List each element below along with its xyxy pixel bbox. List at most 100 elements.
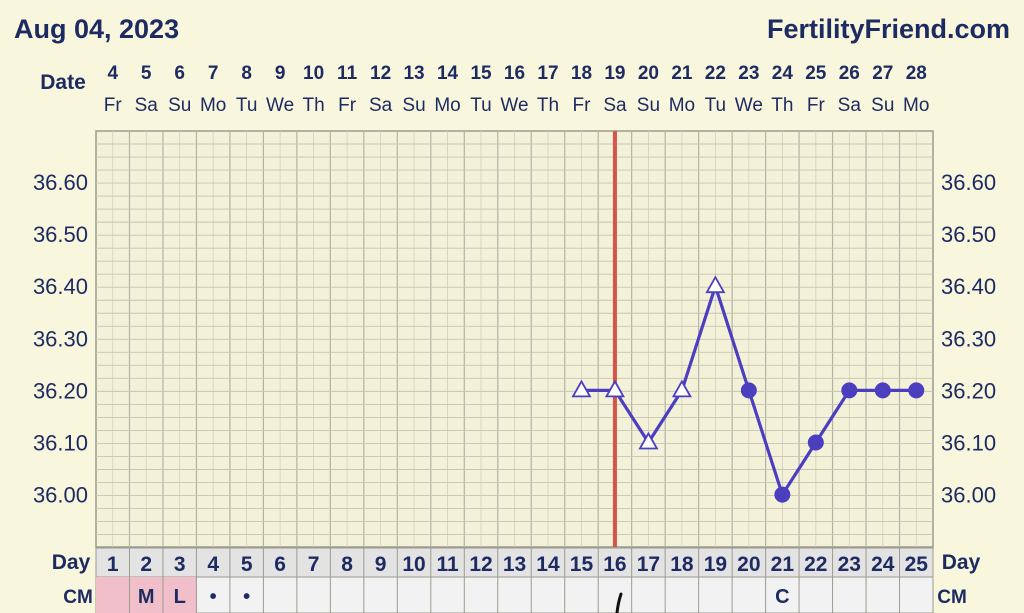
date-tick-label: 7: [208, 63, 219, 84]
y-tick-label-right: 36.60: [941, 170, 996, 195]
weekday-tick-label: Sa: [135, 95, 159, 116]
weekday-tick-label: Fr: [104, 95, 123, 116]
cycle-day-label: 24: [871, 553, 895, 576]
cycle-day-label: 23: [838, 553, 861, 576]
weekday-tick-label: Fr: [572, 95, 591, 116]
cycle-day-label: 13: [503, 553, 526, 576]
temperature-point: [740, 382, 757, 399]
weekday-tick-label: Sa: [838, 95, 862, 116]
date-tick-label: 15: [470, 63, 492, 84]
cycle-day-label: 12: [469, 553, 492, 576]
cycle-day-label: 17: [637, 553, 660, 576]
day-row-label-right: Day: [942, 551, 981, 574]
date-tick-label: 27: [872, 63, 893, 84]
y-tick-label-right: 36.50: [941, 222, 996, 247]
date-tick-label: 24: [772, 63, 794, 84]
chart-date: Aug 04, 2023: [14, 14, 179, 44]
cm-value: •: [243, 586, 250, 608]
y-tick-label-right: 36.00: [941, 483, 996, 508]
cycle-day-label: 4: [207, 553, 219, 576]
weekday-tick-label: Su: [402, 95, 425, 116]
handwritten-mark: [615, 592, 623, 613]
date-tick-label: 18: [571, 63, 592, 84]
weekday-tick-label: Mo: [434, 95, 460, 116]
weekday-tick-label: We: [500, 95, 528, 116]
y-tick-label-right: 36.40: [941, 274, 996, 299]
date-tick-label: 28: [906, 63, 927, 84]
temperature-series: [571, 275, 925, 503]
cycle-day-label: 10: [402, 553, 425, 576]
cycle-day-label: 20: [737, 553, 760, 576]
cycle-day-label: 6: [274, 553, 286, 576]
weekday-tick-label: Th: [537, 95, 559, 116]
weekday-tick-label: Tu: [705, 95, 726, 116]
cm-row-band: [95, 576, 934, 613]
cycle-day-label: 19: [704, 553, 727, 576]
weekday-tick-label: Mo: [200, 95, 226, 116]
temperature-point: [604, 379, 625, 398]
cycle-day-label: 8: [341, 553, 353, 576]
cycle-day-label: 15: [570, 553, 594, 576]
weekday-tick-label: Fr: [338, 95, 357, 116]
date-tick-label: 10: [303, 63, 324, 84]
date-tick-label: 6: [174, 63, 185, 84]
temperature-point: [671, 379, 692, 398]
weekday-tick-label: Sa: [369, 95, 393, 116]
date-tick-label: 4: [107, 63, 118, 84]
temperature-point: [571, 379, 592, 398]
cm-row-label: CM: [63, 587, 93, 608]
y-tick-label-right: 36.10: [941, 431, 996, 456]
date-tick-label: 8: [241, 63, 252, 84]
cm-value: C: [775, 586, 789, 608]
cycle-day-label: 5: [241, 553, 253, 576]
date-tick-label: 5: [141, 63, 152, 84]
weekday-tick-label: We: [266, 95, 294, 116]
cycle-day-label: 25: [905, 553, 929, 576]
cycle-day-label: 7: [308, 553, 320, 576]
y-tick-label: 36.20: [33, 378, 88, 403]
weekday-tick-label: Tu: [236, 95, 257, 116]
temperature-point: [774, 486, 791, 503]
menstruation-cell: [162, 577, 197, 613]
cycle-day-label: 16: [603, 553, 626, 576]
date-tick-label: 21: [671, 63, 693, 84]
cycle-day-label: 3: [174, 553, 186, 576]
date-tick-label: 11: [337, 63, 358, 84]
y-tick-label-right: 36.20: [941, 378, 996, 403]
temperature-point: [638, 431, 659, 450]
date-tick-label: 22: [705, 63, 726, 84]
weekday-tick-label: Fr: [807, 95, 826, 116]
date-tick-label: 25: [805, 63, 827, 84]
y-tick-label: 36.10: [33, 431, 88, 456]
y-tick-label: 36.30: [33, 326, 88, 351]
site-name: FertilityFriend.com: [767, 14, 1010, 44]
date-tick-label: 12: [370, 63, 391, 84]
date-tick-label: 20: [638, 63, 659, 84]
weekday-tick-label: Tu: [470, 95, 491, 116]
cycle-day-label: 1: [107, 553, 119, 576]
date-tick-label: 13: [403, 63, 424, 84]
day-row-band: [95, 547, 934, 578]
cycle-day-label: 11: [436, 553, 459, 576]
date-tick-label: 16: [504, 63, 525, 84]
cycle-day-label: 18: [670, 553, 694, 576]
weekday-tick-label: Th: [771, 95, 793, 116]
y-tick-label-right: 36.30: [941, 326, 996, 351]
date-tick-label: 14: [437, 63, 459, 84]
cm-value: •: [210, 586, 217, 608]
y-tick-label: 36.60: [33, 170, 88, 195]
y-axis-ticks: 36.60 36.60 36.50 36.50 36.40 36.40 36.30 36.30…: [33, 170, 996, 508]
cycle-day-label: 9: [375, 553, 387, 576]
date-tick-label: 26: [839, 63, 860, 84]
weekday-tick-label: Sa: [603, 95, 627, 116]
y-tick-label: 36.40: [33, 274, 88, 299]
weekday-tick-label: Mo: [903, 95, 929, 116]
temperature-point: [874, 382, 891, 399]
cm-value: L: [174, 586, 186, 608]
cycle-day-label: 22: [804, 553, 827, 576]
date-tick-label: 19: [604, 63, 625, 84]
cycle-day-label: 2: [140, 553, 152, 576]
cm-value: M: [138, 586, 155, 608]
day-row-label: Day: [52, 551, 91, 574]
